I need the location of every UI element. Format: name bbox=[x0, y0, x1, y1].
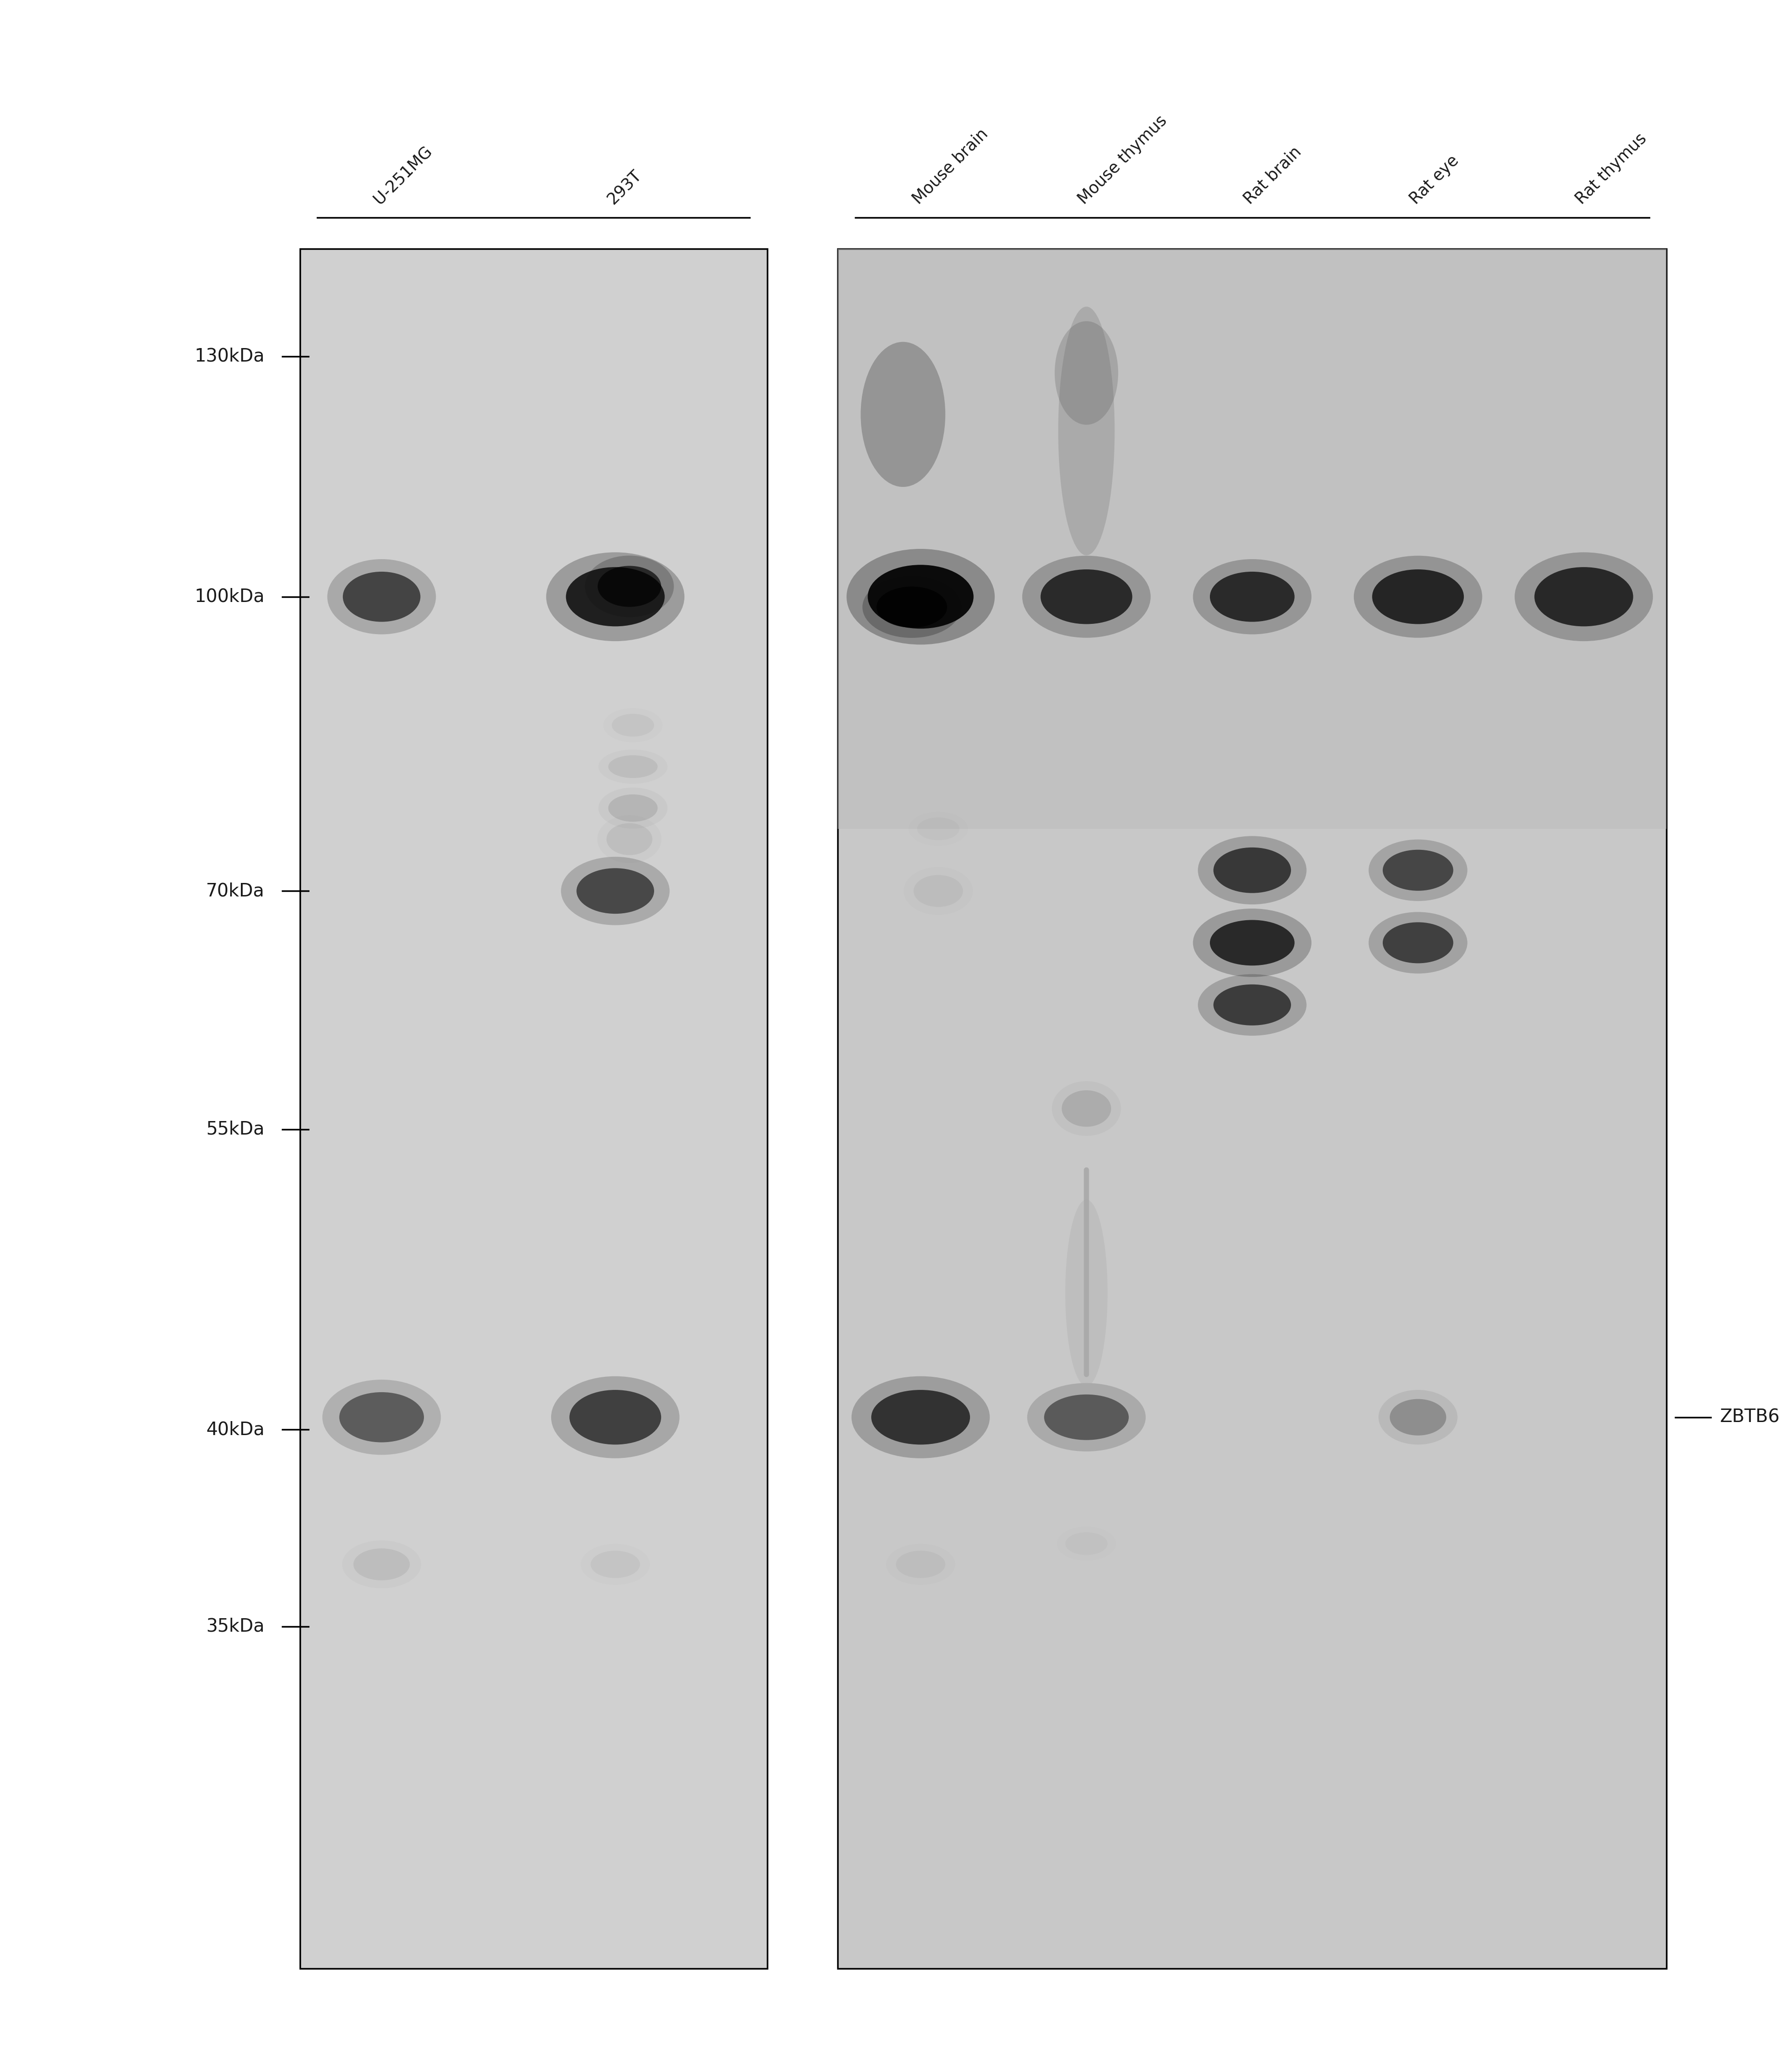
Ellipse shape bbox=[1390, 1399, 1446, 1436]
Ellipse shape bbox=[914, 874, 962, 908]
Ellipse shape bbox=[598, 566, 662, 607]
Ellipse shape bbox=[1041, 570, 1132, 624]
Ellipse shape bbox=[1199, 974, 1306, 1036]
Ellipse shape bbox=[896, 1550, 945, 1579]
Bar bbox=[837, 249, 1667, 1968]
Text: 70kDa: 70kDa bbox=[206, 883, 265, 899]
Ellipse shape bbox=[598, 787, 667, 829]
Ellipse shape bbox=[1059, 307, 1115, 555]
Text: 35kDa: 35kDa bbox=[206, 1618, 265, 1635]
Ellipse shape bbox=[608, 794, 658, 823]
Ellipse shape bbox=[546, 553, 685, 640]
Ellipse shape bbox=[590, 1550, 640, 1579]
Text: Rat brain: Rat brain bbox=[1242, 143, 1304, 207]
Ellipse shape bbox=[861, 342, 945, 487]
Text: 100kDa: 100kDa bbox=[195, 588, 265, 605]
Ellipse shape bbox=[1052, 1082, 1122, 1135]
Ellipse shape bbox=[1372, 570, 1463, 624]
Ellipse shape bbox=[612, 713, 655, 738]
Ellipse shape bbox=[608, 756, 658, 779]
Ellipse shape bbox=[1383, 922, 1453, 963]
Ellipse shape bbox=[1027, 1384, 1145, 1450]
Ellipse shape bbox=[918, 816, 959, 841]
Ellipse shape bbox=[1515, 553, 1653, 640]
Ellipse shape bbox=[327, 559, 437, 634]
Ellipse shape bbox=[565, 568, 666, 626]
Ellipse shape bbox=[606, 823, 653, 856]
Text: Mouse brain: Mouse brain bbox=[909, 126, 991, 207]
Text: Mouse thymus: Mouse thymus bbox=[1075, 112, 1170, 207]
Ellipse shape bbox=[1064, 1531, 1107, 1554]
Ellipse shape bbox=[1199, 835, 1306, 905]
Ellipse shape bbox=[1064, 1200, 1107, 1386]
Ellipse shape bbox=[551, 1376, 680, 1459]
Ellipse shape bbox=[569, 1390, 662, 1444]
Text: 293T: 293T bbox=[605, 168, 644, 207]
Ellipse shape bbox=[1209, 572, 1295, 622]
Text: Rat eye: Rat eye bbox=[1406, 153, 1462, 207]
Ellipse shape bbox=[343, 572, 420, 622]
Bar bbox=[301, 249, 767, 1968]
Ellipse shape bbox=[846, 549, 995, 644]
Ellipse shape bbox=[340, 1392, 424, 1442]
Ellipse shape bbox=[1193, 908, 1311, 978]
Text: 55kDa: 55kDa bbox=[206, 1121, 265, 1138]
Ellipse shape bbox=[1213, 847, 1292, 893]
Ellipse shape bbox=[852, 1376, 989, 1459]
Text: ZBTB6: ZBTB6 bbox=[1719, 1409, 1780, 1426]
Ellipse shape bbox=[1045, 1394, 1129, 1440]
Ellipse shape bbox=[1379, 1390, 1458, 1444]
Ellipse shape bbox=[1213, 984, 1292, 1026]
Text: 40kDa: 40kDa bbox=[206, 1421, 265, 1438]
Ellipse shape bbox=[354, 1548, 410, 1581]
Ellipse shape bbox=[576, 868, 655, 914]
Ellipse shape bbox=[1022, 555, 1150, 638]
Text: Rat thymus: Rat thymus bbox=[1573, 131, 1649, 207]
Ellipse shape bbox=[862, 576, 961, 638]
Ellipse shape bbox=[1193, 559, 1311, 634]
Ellipse shape bbox=[585, 555, 674, 617]
Text: U-251MG: U-251MG bbox=[370, 143, 435, 207]
Ellipse shape bbox=[1535, 568, 1633, 626]
Ellipse shape bbox=[1209, 920, 1295, 966]
Bar bbox=[837, 249, 1667, 829]
Ellipse shape bbox=[1369, 839, 1467, 901]
Ellipse shape bbox=[868, 566, 973, 628]
Text: 130kDa: 130kDa bbox=[195, 348, 265, 365]
Ellipse shape bbox=[871, 1390, 970, 1444]
Ellipse shape bbox=[322, 1380, 440, 1455]
Ellipse shape bbox=[1383, 850, 1453, 891]
Ellipse shape bbox=[1369, 912, 1467, 974]
Ellipse shape bbox=[1056, 321, 1118, 425]
Ellipse shape bbox=[877, 586, 946, 628]
Ellipse shape bbox=[562, 858, 669, 924]
Ellipse shape bbox=[1061, 1090, 1111, 1127]
Ellipse shape bbox=[1354, 555, 1483, 638]
